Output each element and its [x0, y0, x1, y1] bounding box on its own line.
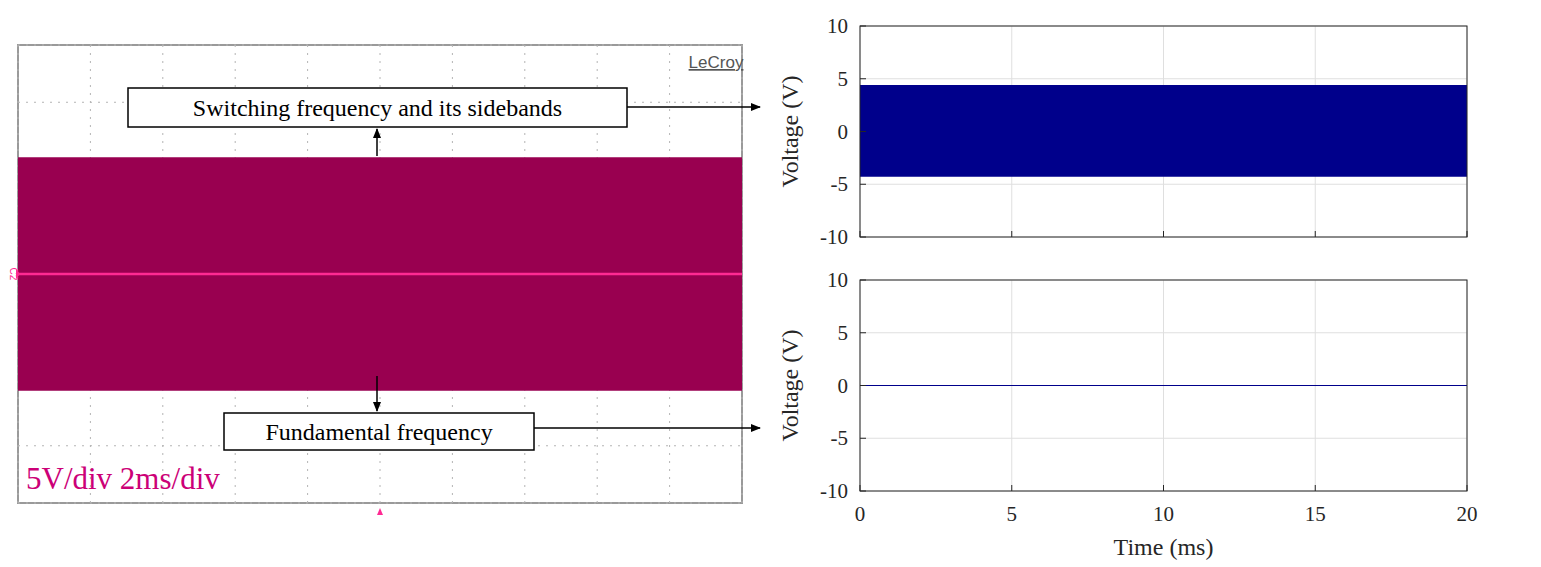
tick-x [1163, 485, 1164, 491]
annotation-box [128, 88, 627, 127]
plot-background [18, 45, 742, 503]
grid-line-y [860, 184, 1467, 185]
figure: LeCroy C2 5V/div 2ms/div -10 -5 0 5 10 Voltage (… [0, 0, 1541, 567]
tick-y [860, 280, 866, 281]
tick-label-x: 10 [1153, 502, 1174, 526]
scope-logo: LeCroy [689, 53, 744, 72]
annotation-text: Switching frequency and its sidebands [193, 95, 562, 121]
data-group [860, 385, 1467, 386]
signal-line [860, 385, 1467, 386]
scale-label: 5V/div 2ms/div [26, 461, 220, 496]
tick-y [860, 491, 866, 492]
annotation-arrow [376, 376, 378, 411]
tick-label-y: -5 [831, 172, 849, 196]
annotations: Switching frequency and its sidebands Fun… [128, 88, 760, 450]
data-group [860, 85, 1467, 177]
plot-frame [860, 280, 1467, 491]
tick-y [860, 332, 866, 333]
plot-panel: 0 5 10 15 20 -10 -5 0 5 10 Voltage (V) Time (ms) [777, 268, 1478, 560]
tick-x [1315, 231, 1316, 237]
tick-label-x: 20 [1457, 502, 1478, 526]
annotation-box [224, 413, 534, 450]
tick-label-x: 5 [1007, 502, 1018, 526]
axis-label-y: Voltage (V) [777, 329, 803, 441]
tick-label-x: 0 [855, 502, 866, 526]
axis-label-y: Voltage (V) [777, 75, 803, 187]
grid-line-y [18, 274, 742, 275]
tick-label-y: 0 [838, 374, 849, 398]
annotation-text: Fundamental frequency [265, 419, 492, 445]
tick-x [1315, 485, 1316, 491]
tick-x [1011, 231, 1012, 237]
tick-y [860, 78, 866, 79]
tick-x [860, 485, 861, 491]
tick-x [860, 231, 861, 237]
tick-y [860, 184, 866, 185]
tick-label-y: 0 [838, 120, 849, 144]
tick-label-y: 5 [838, 321, 849, 345]
tick-x [1467, 485, 1468, 491]
channel-label: C2 [8, 268, 19, 281]
grid-line-y [18, 503, 742, 504]
axis-label-x: Time (ms) [1114, 534, 1214, 560]
scope-panel: LeCroy C2 5V/div 2ms/div [8, 45, 744, 515]
tick-label-y: -10 [820, 225, 848, 249]
plot-panel: -10 -5 0 5 10 Voltage (V) [777, 14, 1467, 249]
plot-background [860, 280, 1467, 491]
signal-band [18, 157, 742, 391]
data-group [18, 157, 742, 391]
tick-label-y: -5 [831, 426, 849, 450]
annotation-arrow [627, 106, 760, 108]
tick-label-y: 10 [827, 14, 848, 38]
tick-label-y: 10 [827, 268, 848, 292]
tick-y [860, 26, 866, 27]
tick-label-y: -10 [820, 479, 848, 503]
grid-line-y [860, 332, 1467, 333]
plot-frame [860, 26, 1467, 237]
annotation-arrow [376, 129, 378, 156]
tick-y [860, 385, 866, 386]
grid-line-y [860, 78, 1467, 79]
tick-label-y: 5 [838, 67, 849, 91]
grid-line-y [860, 385, 1467, 386]
tick-label-x: 15 [1305, 502, 1326, 526]
tick-x [1467, 231, 1468, 237]
signal-band [860, 85, 1467, 177]
tick-x [1163, 231, 1164, 237]
tick-y [860, 438, 866, 439]
grid-line-y [860, 438, 1467, 439]
tick-x [1011, 485, 1012, 491]
plot-background [860, 26, 1467, 237]
channel-marker [16, 269, 20, 279]
trigger-marker [377, 508, 383, 515]
signal-line [18, 273, 742, 276]
grid-line-y [18, 45, 742, 46]
tick-y [860, 131, 866, 132]
annotation-arrow [534, 427, 760, 429]
tick-y [860, 237, 866, 238]
